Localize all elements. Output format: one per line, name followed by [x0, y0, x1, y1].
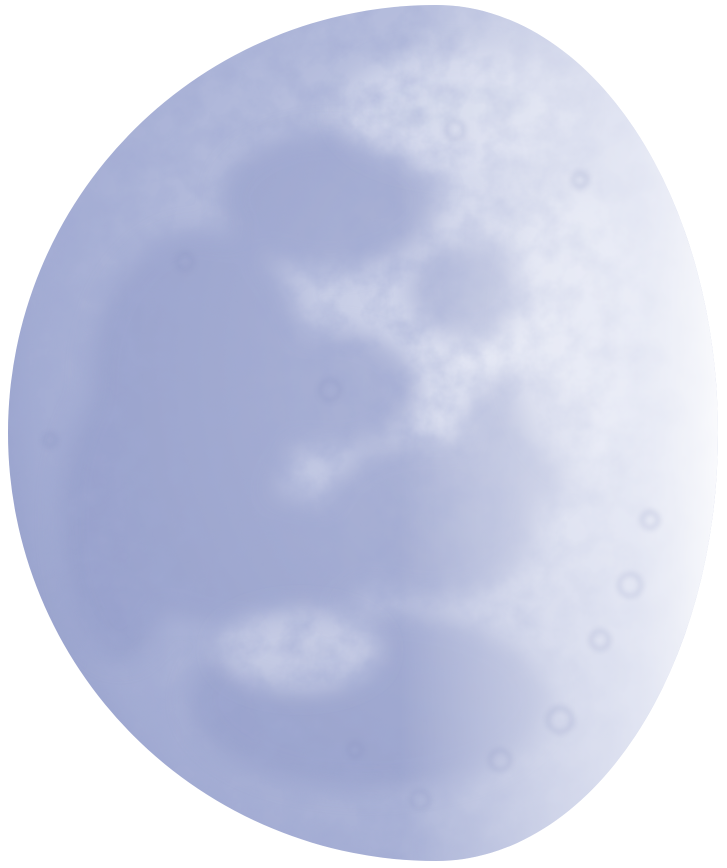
craters [43, 120, 659, 810]
